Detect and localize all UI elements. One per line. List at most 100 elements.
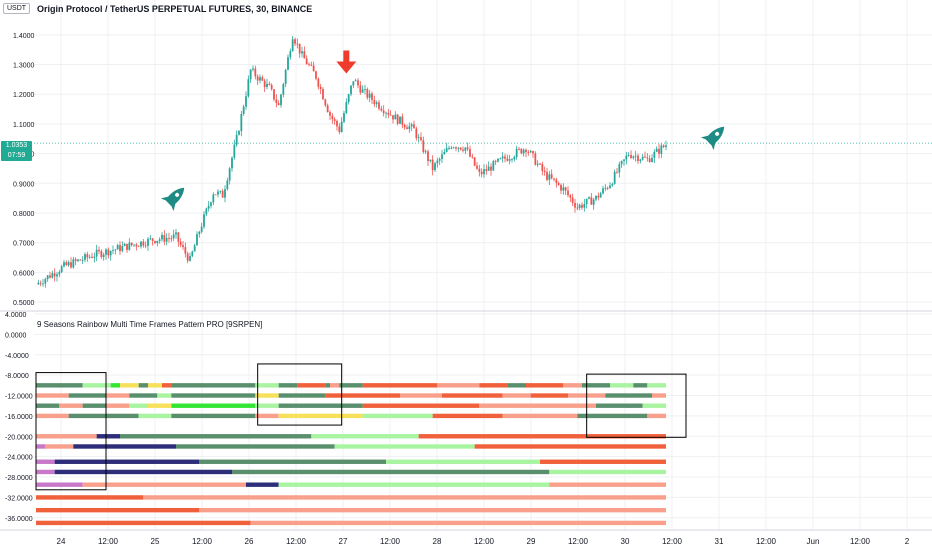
candle-body xyxy=(569,195,572,198)
candle-body xyxy=(590,197,593,205)
candle-body xyxy=(541,163,544,171)
candle-body xyxy=(571,197,574,203)
candle-body xyxy=(310,64,313,66)
candle-body xyxy=(72,259,75,268)
candle-body xyxy=(53,273,56,277)
candle-body xyxy=(487,166,490,171)
candle-body xyxy=(331,115,334,120)
candle-body xyxy=(319,86,322,89)
candle-body xyxy=(644,156,646,158)
candle-body xyxy=(49,275,51,278)
indicator-tick-label: 0.0000 xyxy=(5,332,27,339)
candle-body xyxy=(618,164,621,173)
rainbow-segment xyxy=(297,383,326,388)
rainbow-segment xyxy=(577,413,648,419)
indicator-axis[interactable]: 4.0000 0.0000 -4.0000 -8.0000 -12.0000 -16.00… xyxy=(5,312,33,523)
candle-body xyxy=(494,161,497,162)
candle-body xyxy=(333,119,336,121)
candle-body xyxy=(408,126,411,130)
candle-body xyxy=(347,94,350,103)
candle-body xyxy=(233,144,236,158)
candle-body xyxy=(338,126,341,133)
candle-body xyxy=(448,147,450,149)
rainbow-segment xyxy=(474,444,666,449)
rainbow-segment xyxy=(36,444,46,449)
candle-body xyxy=(142,241,145,246)
candle-body xyxy=(396,114,399,124)
candle-body xyxy=(665,145,667,147)
rainbow-segment xyxy=(437,383,480,388)
rainbow-segment xyxy=(199,507,667,513)
candle-body xyxy=(480,171,483,175)
candle-body xyxy=(511,159,513,161)
candle-body xyxy=(74,259,77,261)
highlight-boxes xyxy=(35,363,687,491)
candle-body xyxy=(140,241,142,247)
candle-body xyxy=(543,170,546,173)
rainbow-segment xyxy=(255,393,279,398)
candle-body xyxy=(413,124,415,129)
candle-body xyxy=(254,68,257,77)
candle-body xyxy=(490,166,492,171)
candle-body xyxy=(536,163,539,165)
candle-body xyxy=(133,244,135,246)
candle-body xyxy=(343,113,345,122)
rainbow-segment xyxy=(386,459,540,464)
candle-body xyxy=(469,149,471,157)
price-axis[interactable]: 1.40001.30001.20001.10001.00000.90000.80… xyxy=(13,33,35,307)
rocket-body xyxy=(705,126,725,146)
candle-body xyxy=(326,105,329,113)
rainbow-segment xyxy=(36,482,83,487)
candle-body xyxy=(513,156,516,160)
indicator-tick-label: -4.0000 xyxy=(5,353,29,360)
candle-body xyxy=(219,190,222,192)
candle-body xyxy=(634,155,637,157)
candle-body xyxy=(599,193,602,198)
candle-body xyxy=(471,156,474,158)
candle-body xyxy=(476,165,478,169)
rainbow-segment xyxy=(110,383,120,388)
rainbow-segment xyxy=(148,403,172,408)
candle-body xyxy=(226,180,229,190)
candlestick-series[interactable] xyxy=(37,35,667,288)
candle-body xyxy=(630,154,632,158)
time-tick-label: 26 xyxy=(245,537,254,546)
candle-body xyxy=(231,157,233,169)
candle-body xyxy=(91,256,93,258)
rainbow-segment xyxy=(199,459,386,464)
rainbow-segment xyxy=(540,459,666,464)
candle-body xyxy=(305,58,308,65)
candle-body xyxy=(457,147,460,149)
sell-arrow-icon xyxy=(336,50,357,74)
rainbow-segment xyxy=(255,383,279,388)
candle-body xyxy=(179,241,182,246)
candle-body xyxy=(352,81,355,86)
candle-body xyxy=(95,249,98,257)
candle-body xyxy=(499,158,502,160)
candle-body xyxy=(340,121,343,133)
candle-body xyxy=(287,57,289,70)
candle-body xyxy=(172,234,175,239)
rocket-fin xyxy=(711,140,716,151)
time-tick-label: 12:00 xyxy=(98,537,119,546)
candle-body xyxy=(564,187,567,191)
rainbow-segment xyxy=(54,469,232,475)
candle-body xyxy=(240,114,243,132)
rainbow-segment xyxy=(418,434,666,439)
rainbow-segment xyxy=(36,507,200,513)
currency-label[interactable]: USDT xyxy=(3,3,31,14)
candle-body xyxy=(578,204,581,208)
rainbow-indicator[interactable] xyxy=(36,383,667,526)
time-axis[interactable]: 24 12:00 25 12:00 26 12:00 27 12:00 28 12:00 29 12:… xyxy=(57,537,910,546)
indicator-tick-label: -28.0000 xyxy=(5,475,33,482)
candle-body xyxy=(539,163,541,165)
price-tick-label: 0.5000 xyxy=(13,300,35,307)
candle-body xyxy=(130,242,133,246)
time-tick-label: 12:00 xyxy=(568,537,589,546)
candle-body xyxy=(161,234,163,240)
candle-body xyxy=(294,39,296,44)
indicator-tick-label: -32.0000 xyxy=(5,495,33,502)
candle-body xyxy=(525,149,527,153)
candle-body xyxy=(186,253,189,261)
